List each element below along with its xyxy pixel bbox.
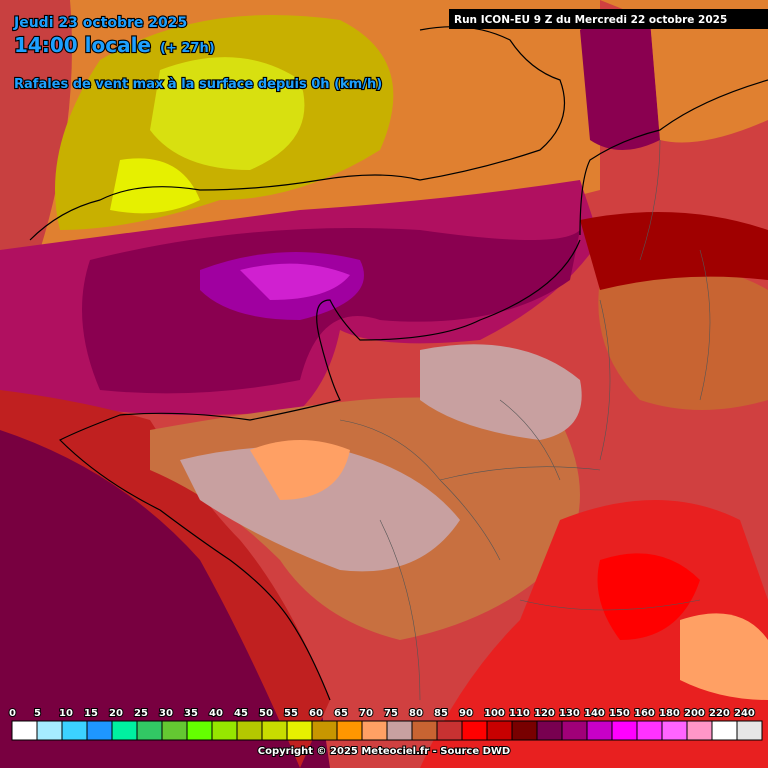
legend-label: 120 bbox=[534, 708, 555, 719]
legend-label: 90 bbox=[459, 708, 473, 719]
legend-label: 200 bbox=[684, 708, 705, 719]
legend-label: 140 bbox=[584, 708, 605, 719]
legend: 0 5 10 15 20 25 30 35 40 45 50 55 60 65 70 75 80 85 90 100 1… bbox=[8, 707, 763, 741]
legend-label: 160 bbox=[634, 708, 655, 719]
legend-label: 180 bbox=[659, 708, 680, 719]
run: Run ICON-EU 9 Z du Mercredi 22 octobre 2… bbox=[454, 14, 727, 26]
legend-swatch bbox=[711, 720, 738, 741]
subtitle: Rafales de vent max à la surface depuis … bbox=[14, 77, 382, 92]
header: Jeudi 23 octobre 2025 14:00 locale (+ 27… bbox=[12, 9, 768, 93]
offset: (+ 27h) bbox=[160, 41, 215, 56]
legend-swatch bbox=[586, 720, 613, 741]
legend-swatch bbox=[211, 720, 238, 741]
legend-label: 85 bbox=[434, 708, 448, 719]
legend-swatch bbox=[636, 720, 663, 741]
legend-swatch bbox=[186, 720, 213, 741]
legend-swatch bbox=[361, 720, 388, 741]
run-box bbox=[449, 9, 768, 29]
legend-label: 130 bbox=[559, 708, 580, 719]
legend-swatch bbox=[561, 720, 588, 741]
legend-swatch bbox=[411, 720, 438, 741]
legend-label: 5 bbox=[34, 708, 41, 719]
legend-swatch bbox=[386, 720, 413, 741]
legend-label: 150 bbox=[609, 708, 630, 719]
legend-label: 45 bbox=[234, 708, 248, 719]
legend-label: 55 bbox=[284, 708, 298, 719]
legend-label: 40 bbox=[209, 708, 223, 719]
legend-swatch bbox=[86, 720, 113, 741]
legend-label: 100 bbox=[484, 708, 505, 719]
legend-label: 30 bbox=[159, 708, 173, 719]
legend-swatch bbox=[536, 720, 563, 741]
legend-swatch bbox=[436, 720, 463, 741]
legend-swatch bbox=[311, 720, 338, 741]
legend-swatch bbox=[261, 720, 288, 741]
legend-label: 220 bbox=[709, 708, 730, 719]
legend-label: 50 bbox=[259, 708, 273, 719]
copyright: Copyright © 2025 Meteociel.fr - Source D… bbox=[258, 746, 510, 757]
legend-swatch bbox=[161, 720, 188, 741]
legend-label: 60 bbox=[309, 708, 323, 719]
legend-swatch bbox=[61, 720, 88, 741]
legend-swatch bbox=[236, 720, 263, 741]
legend-swatch bbox=[111, 720, 138, 741]
legend-swatch bbox=[736, 720, 763, 741]
legend-swatch bbox=[611, 720, 638, 741]
date: Jeudi 23 octobre 2025 bbox=[13, 15, 187, 31]
legend-swatch bbox=[336, 720, 363, 741]
legend-swatch bbox=[286, 720, 313, 741]
legend-label: 70 bbox=[359, 708, 373, 719]
time: 14:00 locale bbox=[14, 33, 151, 57]
legend-swatch bbox=[686, 720, 713, 741]
legend-swatch bbox=[661, 720, 688, 741]
legend-label: 25 bbox=[134, 708, 148, 719]
legend-swatch bbox=[36, 720, 63, 741]
legend-label: 35 bbox=[184, 708, 198, 719]
legend-label: 80 bbox=[409, 708, 423, 719]
legend-swatch bbox=[461, 720, 488, 741]
legend-label: 0 bbox=[9, 708, 16, 719]
legend-swatch bbox=[136, 720, 163, 741]
legend-swatch bbox=[11, 720, 38, 741]
coastlines bbox=[29, 26, 768, 701]
legend-label: 20 bbox=[109, 708, 123, 719]
legend-label: 15 bbox=[84, 708, 98, 719]
legend-label: 10 bbox=[59, 708, 73, 719]
legend-label: 65 bbox=[334, 708, 348, 719]
legend-swatch bbox=[511, 720, 538, 741]
legend-swatch bbox=[486, 720, 513, 741]
legend-label: 240 bbox=[734, 708, 755, 719]
legend-label: 75 bbox=[384, 708, 398, 719]
legend-label: 110 bbox=[509, 708, 530, 719]
